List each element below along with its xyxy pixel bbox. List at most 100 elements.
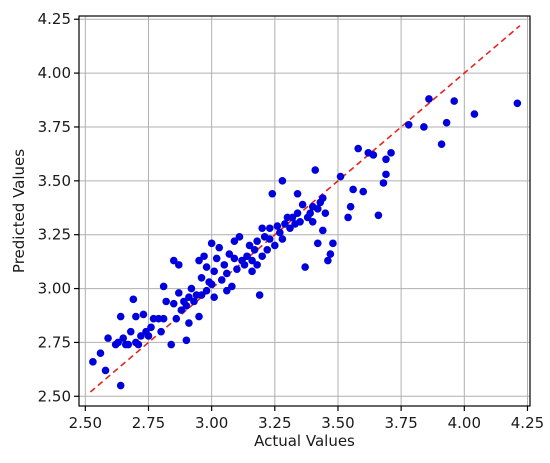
data-point: [293, 209, 302, 217]
data-point: [306, 209, 314, 217]
data-point: [382, 170, 390, 179]
data-point: [116, 381, 125, 390]
data-point: [250, 245, 259, 254]
data-point: [301, 263, 309, 271]
data-point: [253, 237, 261, 245]
data-point: [369, 151, 378, 159]
data-point: [114, 338, 122, 347]
data-point: [210, 293, 218, 301]
data-point: [450, 97, 459, 105]
data-point: [212, 254, 221, 263]
data-point: [207, 239, 216, 248]
data-point: [220, 261, 229, 269]
y-axis-label: Predicted Values: [10, 149, 28, 273]
data-point: [329, 239, 337, 248]
data-point: [202, 286, 211, 295]
data-point: [185, 319, 193, 327]
data-point: [359, 187, 368, 196]
data-point: [230, 237, 239, 245]
data-point: [167, 340, 176, 349]
data-point: [265, 224, 274, 233]
data-point: [255, 291, 264, 299]
data-point: [258, 252, 266, 261]
data-point: [240, 261, 249, 269]
data-point: [265, 235, 274, 243]
data-point: [119, 334, 128, 342]
x-tick-label: 3.00: [195, 414, 228, 432]
data-point: [225, 250, 234, 258]
data-point: [129, 295, 138, 304]
data-point: [96, 349, 105, 358]
reference-line: [89, 25, 521, 393]
data-point: [382, 155, 390, 164]
data-point: [172, 314, 181, 323]
data-point: [228, 282, 236, 291]
data-point: [217, 276, 226, 284]
y-tick-label: 2.50: [38, 387, 71, 405]
data-point: [313, 239, 322, 248]
data-point: [182, 302, 191, 310]
data-point: [144, 332, 153, 340]
data-point: [286, 224, 294, 233]
data-point: [101, 366, 110, 375]
data-point: [200, 252, 208, 261]
data-point: [175, 289, 183, 297]
x-tick-label: 4.25: [511, 414, 544, 432]
data-point: [202, 263, 211, 271]
data-point: [132, 312, 140, 321]
data-point: [195, 256, 203, 265]
data-point: [344, 213, 352, 222]
data-point: [387, 149, 395, 157]
data-point: [311, 166, 320, 174]
data-point: [273, 222, 282, 230]
data-point: [271, 241, 279, 250]
y-tick-label: 4.25: [38, 10, 71, 28]
data-point: [223, 269, 231, 278]
data-point: [346, 202, 355, 211]
data-point: [404, 121, 413, 129]
data-point: [268, 189, 277, 198]
data-point: [258, 224, 266, 233]
data-point: [293, 189, 302, 198]
data-point: [169, 299, 178, 308]
data-point: [162, 297, 170, 306]
data-point: [442, 118, 451, 127]
data-point: [195, 312, 203, 321]
data-point: [298, 200, 307, 209]
x-tick-label: 3.25: [258, 414, 291, 432]
data-point: [324, 256, 332, 265]
data-point: [263, 245, 272, 254]
data-point: [319, 226, 327, 235]
data-point: [425, 95, 433, 103]
data-point: [336, 172, 345, 181]
data-point: [420, 123, 428, 131]
data-point: [157, 327, 165, 336]
data-point: [89, 358, 97, 366]
x-tick-label: 4.00: [448, 414, 481, 432]
data-point: [169, 256, 178, 265]
y-tick-label: 3.50: [38, 172, 71, 190]
data-point: [182, 336, 191, 345]
data-point: [126, 327, 135, 336]
plot-frame: [78, 15, 531, 407]
x-tick-label: 2.75: [132, 414, 165, 432]
data-point: [223, 286, 231, 295]
y-tick-label: 2.75: [38, 333, 71, 351]
data-point: [319, 194, 327, 202]
data-point: [185, 293, 193, 301]
data-point: [248, 256, 256, 265]
data-point: [210, 267, 218, 276]
data-point: [470, 110, 479, 118]
data-point: [243, 252, 251, 261]
data-point: [379, 179, 388, 187]
data-point: [124, 340, 133, 349]
data-point: [159, 314, 168, 323]
data-point: [248, 267, 256, 276]
data-point: [134, 340, 143, 349]
data-point: [354, 144, 362, 153]
axis-ticks: 2.50 2.75 3.00 3.25 3.50 3.75 4.00 4.25 2.50 2.75…: [38, 10, 545, 432]
data-point: [104, 334, 112, 342]
data-point: [139, 310, 148, 319]
data-point: [349, 185, 357, 194]
